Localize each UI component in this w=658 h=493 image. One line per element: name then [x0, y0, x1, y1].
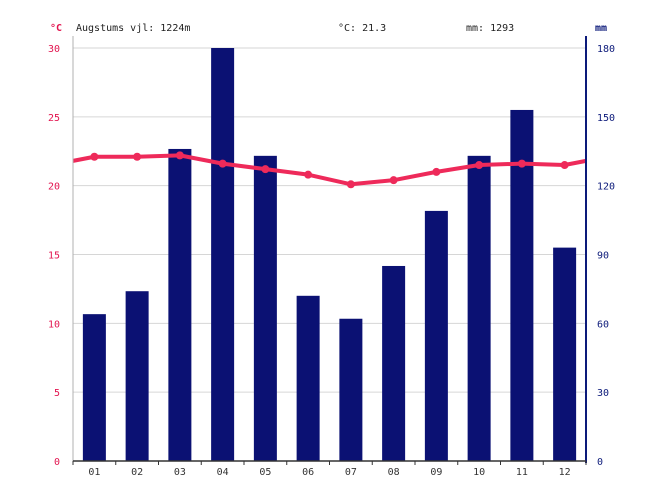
temperature-point [346, 180, 355, 189]
y-right-tick-label: 150 [597, 113, 615, 124]
y-left-tick-label: 5 [54, 388, 60, 399]
temperature-point [560, 161, 569, 170]
temperature-point [517, 159, 526, 168]
y-left-tick-label: 15 [48, 251, 60, 262]
x-tick-label: 07 [345, 467, 357, 478]
x-tick-label: 06 [302, 467, 314, 478]
precipitation-bar [125, 291, 149, 461]
temperature-point [90, 152, 99, 161]
x-tick-label: 12 [559, 467, 571, 478]
temperature-point [389, 176, 398, 185]
temperature-point [133, 152, 142, 161]
precipitation-bar [382, 265, 406, 461]
y-right-tick-label: 90 [597, 251, 609, 262]
x-tick-label: 08 [388, 467, 400, 478]
temperature-point [175, 151, 184, 160]
x-tick-label: 10 [473, 467, 485, 478]
temperature-point [304, 170, 313, 179]
precipitation-bar [424, 210, 448, 461]
precipitation-bar [168, 148, 192, 461]
x-tick-label: 02 [131, 467, 143, 478]
y-left-tick-label: 20 [48, 182, 60, 193]
temperature-point [218, 159, 227, 168]
temperature-line [72, 153, 587, 187]
x-tick-label: 05 [259, 467, 271, 478]
y-right-tick-label: 0 [597, 457, 603, 468]
x-tick-label: 11 [516, 467, 528, 478]
temperature-point [261, 165, 270, 174]
temperature-point [475, 161, 484, 170]
left-axis-unit: °C [50, 23, 63, 34]
annual-precipitation-label: mm: 1293 [466, 23, 515, 34]
y-right-tick-label: 60 [597, 319, 609, 330]
average-temperature-label: °C: 21.3 [338, 23, 387, 34]
x-tick-label: 04 [217, 467, 229, 478]
y-left-tick-label: 10 [48, 319, 60, 330]
y-right-tick-label: 120 [597, 182, 615, 193]
y-left-tick-label: 30 [48, 44, 60, 55]
precipitation-bar [296, 295, 320, 461]
x-tick-label: 03 [174, 467, 186, 478]
precipitation-bar [253, 155, 277, 462]
y-left-tick-label: 25 [48, 113, 60, 124]
right-axis-unit: mm [595, 23, 608, 34]
x-tick-label: 09 [430, 467, 442, 478]
precipitation-bar [339, 318, 363, 461]
precipitation-bar [510, 109, 534, 461]
y-left-tick-label: 0 [54, 457, 60, 468]
precipitation-bar [211, 48, 235, 461]
precipitation-bar [467, 155, 491, 462]
temperature-point [432, 167, 441, 176]
y-right-tick-label: 180 [597, 44, 615, 55]
precipitation-bar [553, 247, 577, 461]
y-right-tick-label: 30 [597, 388, 609, 399]
x-tick-label: 01 [88, 467, 100, 478]
elevation-label: Augstums vjl: 1224m [76, 23, 191, 34]
precipitation-bar [82, 314, 106, 461]
